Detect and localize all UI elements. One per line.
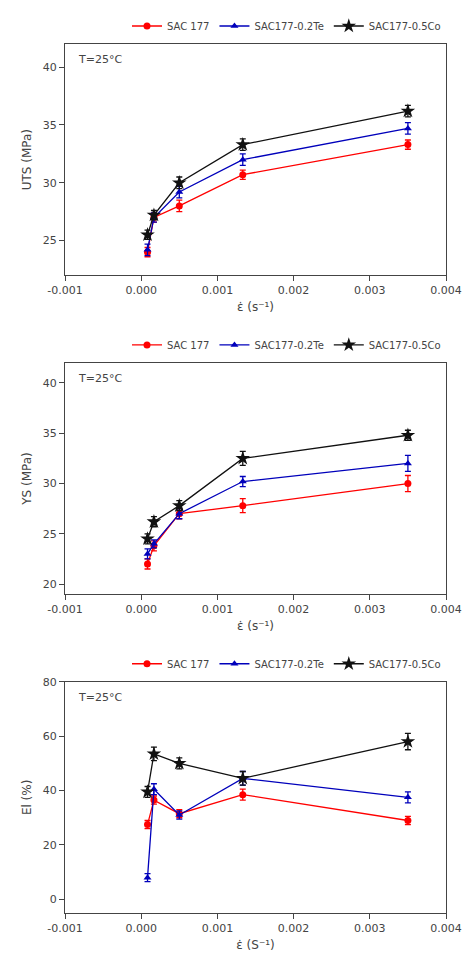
svg-text:40: 40 bbox=[43, 377, 57, 390]
svg-text:0.001: 0.001 bbox=[202, 284, 234, 297]
svg-text:SAC 177: SAC 177 bbox=[167, 340, 209, 351]
svg-text:25: 25 bbox=[43, 234, 57, 247]
svg-text:SAC177-0.2Te: SAC177-0.2Te bbox=[254, 659, 323, 670]
svg-text:0.004: 0.004 bbox=[430, 603, 462, 616]
svg-text:0.003: 0.003 bbox=[354, 603, 386, 616]
svg-text:ε̇ (s⁻¹): ε̇ (s⁻¹) bbox=[237, 300, 274, 314]
svg-text:0.001: 0.001 bbox=[202, 603, 234, 616]
svg-text:T=25°C: T=25°C bbox=[78, 691, 122, 704]
svg-text:20: 20 bbox=[43, 578, 57, 591]
svg-text:El (%): El (%) bbox=[20, 780, 34, 816]
svg-text:0: 0 bbox=[50, 893, 57, 906]
svg-text:20: 20 bbox=[43, 839, 57, 852]
svg-text:-0.001: -0.001 bbox=[47, 284, 82, 297]
svg-text:0.003: 0.003 bbox=[354, 922, 386, 935]
svg-text:SAC177-0.2Te: SAC177-0.2Te bbox=[254, 21, 323, 32]
svg-text:25: 25 bbox=[43, 528, 57, 541]
svg-text:30: 30 bbox=[43, 177, 57, 190]
svg-text:40: 40 bbox=[43, 61, 57, 74]
svg-text:40: 40 bbox=[43, 784, 57, 797]
svg-text:SAC177-0.5Co: SAC177-0.5Co bbox=[369, 21, 441, 32]
svg-text:T=25°C: T=25°C bbox=[78, 372, 122, 385]
svg-text:-0.001: -0.001 bbox=[47, 603, 82, 616]
svg-text:80: 80 bbox=[43, 676, 57, 689]
svg-text:35: 35 bbox=[43, 119, 57, 132]
svg-text:SAC 177: SAC 177 bbox=[167, 659, 209, 670]
svg-text:SAC177-0.5Co: SAC177-0.5Co bbox=[369, 340, 441, 351]
svg-text:0.000: 0.000 bbox=[125, 284, 157, 297]
svg-text:ε̇ (S⁻¹): ε̇ (S⁻¹) bbox=[236, 938, 274, 952]
svg-text:60: 60 bbox=[43, 730, 57, 743]
svg-text:0.001: 0.001 bbox=[202, 922, 234, 935]
svg-text:35: 35 bbox=[43, 427, 57, 440]
svg-text:0.004: 0.004 bbox=[430, 284, 462, 297]
svg-text:ε̇ (s⁻¹): ε̇ (s⁻¹) bbox=[237, 619, 274, 633]
svg-text:SAC177-0.2Te: SAC177-0.2Te bbox=[254, 340, 323, 351]
svg-text:UTS (MPa): UTS (MPa) bbox=[20, 129, 34, 190]
svg-text:0.002: 0.002 bbox=[278, 603, 310, 616]
svg-text:0.000: 0.000 bbox=[125, 922, 157, 935]
svg-text:SAC 177: SAC 177 bbox=[167, 21, 209, 32]
svg-text:YS (MPa): YS (MPa) bbox=[20, 452, 34, 506]
svg-text:SAC177-0.5Co: SAC177-0.5Co bbox=[369, 659, 441, 670]
svg-text:T=25°C: T=25°C bbox=[78, 53, 122, 66]
svg-text:0.000: 0.000 bbox=[125, 603, 157, 616]
svg-text:-0.001: -0.001 bbox=[47, 922, 82, 935]
svg-text:0.002: 0.002 bbox=[278, 284, 310, 297]
svg-text:0.002: 0.002 bbox=[278, 922, 310, 935]
svg-text:0.004: 0.004 bbox=[430, 922, 462, 935]
svg-text:0.003: 0.003 bbox=[354, 284, 386, 297]
svg-text:30: 30 bbox=[43, 477, 57, 490]
